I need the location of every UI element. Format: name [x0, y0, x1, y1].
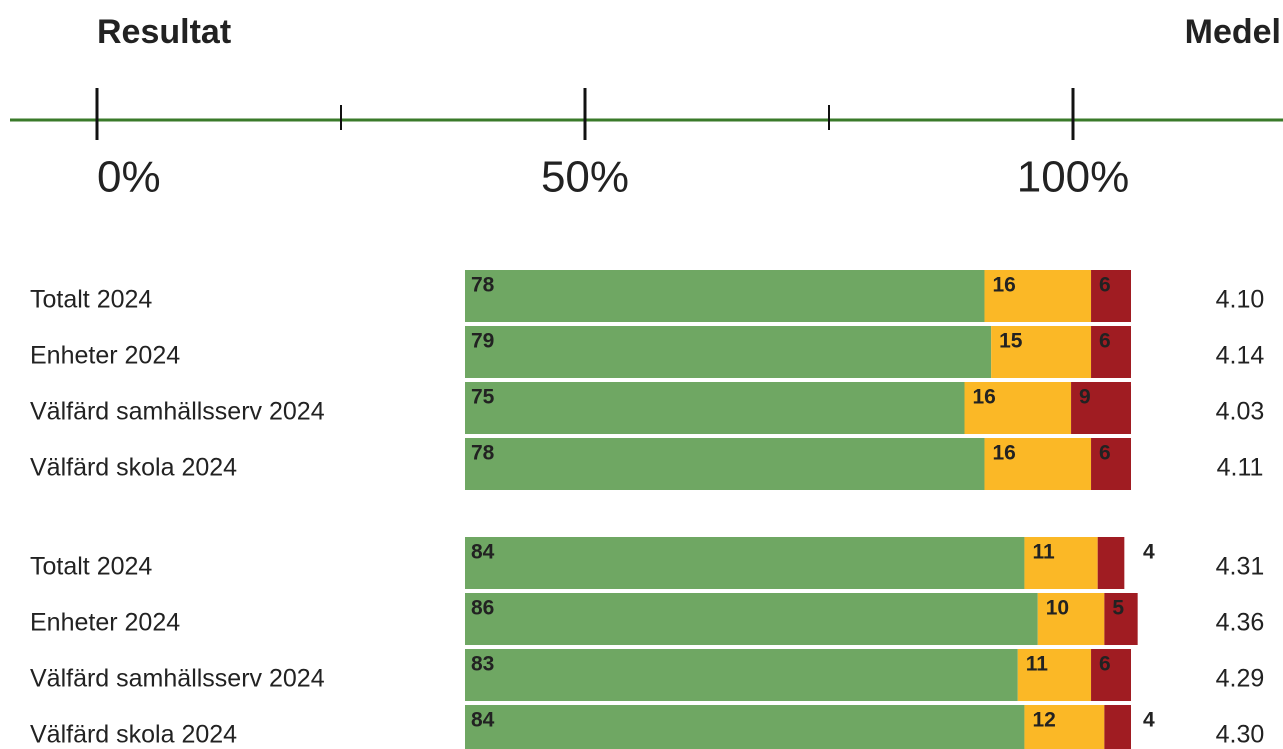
mean-label: 4.10 [1216, 286, 1265, 314]
value-label: 78 [471, 442, 495, 465]
bar-segment [1104, 593, 1138, 645]
value-label: 6 [1099, 274, 1111, 297]
mean-label: 4.11 [1217, 454, 1264, 482]
value-label: 6 [1099, 442, 1111, 465]
bar-segment [1097, 537, 1125, 589]
value-label: 11 [1032, 541, 1055, 564]
bar-segment [1024, 705, 1105, 749]
bar-segment [465, 270, 985, 322]
bar-segment [465, 649, 1018, 701]
value-label: 79 [471, 330, 494, 353]
bar-segment [1091, 326, 1131, 378]
right-heading: Medel [1185, 13, 1281, 51]
value-label: 9 [1079, 386, 1091, 409]
mean-label: 4.03 [1216, 398, 1265, 426]
value-label: 12 [1032, 709, 1055, 732]
category-label: Totalt 2024 [30, 553, 152, 581]
bar-segment [1017, 649, 1092, 701]
value-label: 6 [1099, 330, 1111, 353]
bar-segment [1071, 382, 1131, 434]
value-label: 83 [471, 653, 494, 676]
bar-segment [984, 270, 1092, 322]
mean-label: 4.30 [1216, 721, 1265, 749]
bar-segment [465, 593, 1038, 645]
x-tick-label: 0% [97, 153, 161, 202]
value-label: 15 [999, 330, 1023, 353]
bar-segment [984, 438, 1092, 490]
category-label: Enheter 2024 [30, 609, 180, 637]
bar-segment [1091, 438, 1131, 490]
bar-segment [964, 382, 1072, 434]
value-label: 11 [1026, 653, 1049, 676]
bar-segment [465, 537, 1025, 589]
value-label: 4 [1143, 541, 1155, 564]
category-label: Välfärd skola 2024 [30, 454, 237, 482]
value-label: 84 [471, 541, 495, 564]
value-label: 10 [1046, 597, 1069, 620]
value-label: 75 [471, 386, 495, 409]
value-label: 16 [973, 386, 996, 409]
bar-segment [1091, 649, 1131, 701]
bar-segment [465, 705, 1025, 749]
mean-label: 4.14 [1216, 342, 1265, 370]
value-label: 84 [471, 709, 495, 732]
bar-segment [991, 326, 1092, 378]
bar-segment [465, 382, 965, 434]
bar-segment [1024, 537, 1098, 589]
value-label: 16 [992, 442, 1015, 465]
value-label: 78 [471, 274, 495, 297]
value-label: 5 [1112, 597, 1124, 620]
mean-label: 4.29 [1216, 665, 1265, 693]
value-label: 16 [992, 274, 1015, 297]
value-label: 4 [1143, 709, 1155, 732]
value-label: 86 [471, 597, 494, 620]
value-label: 6 [1099, 653, 1111, 676]
category-label: Totalt 2024 [30, 286, 152, 314]
x-tick-label: 50% [541, 153, 629, 202]
bar-segment [1104, 705, 1131, 749]
bar-segment [465, 326, 992, 378]
bar-segment [465, 438, 985, 490]
bar-segment [1037, 593, 1105, 645]
x-tick-label: 100% [1017, 153, 1130, 202]
mean-label: 4.36 [1216, 609, 1265, 637]
left-heading: Resultat [97, 13, 231, 51]
category-label: Välfärd samhällsserv 2024 [30, 665, 325, 693]
category-label: Välfärd samhällsserv 2024 [30, 398, 325, 426]
category-label: Enheter 2024 [30, 342, 180, 370]
category-label: Välfärd skola 2024 [30, 721, 237, 749]
mean-label: 4.31 [1216, 553, 1265, 581]
bar-segment [1091, 270, 1131, 322]
